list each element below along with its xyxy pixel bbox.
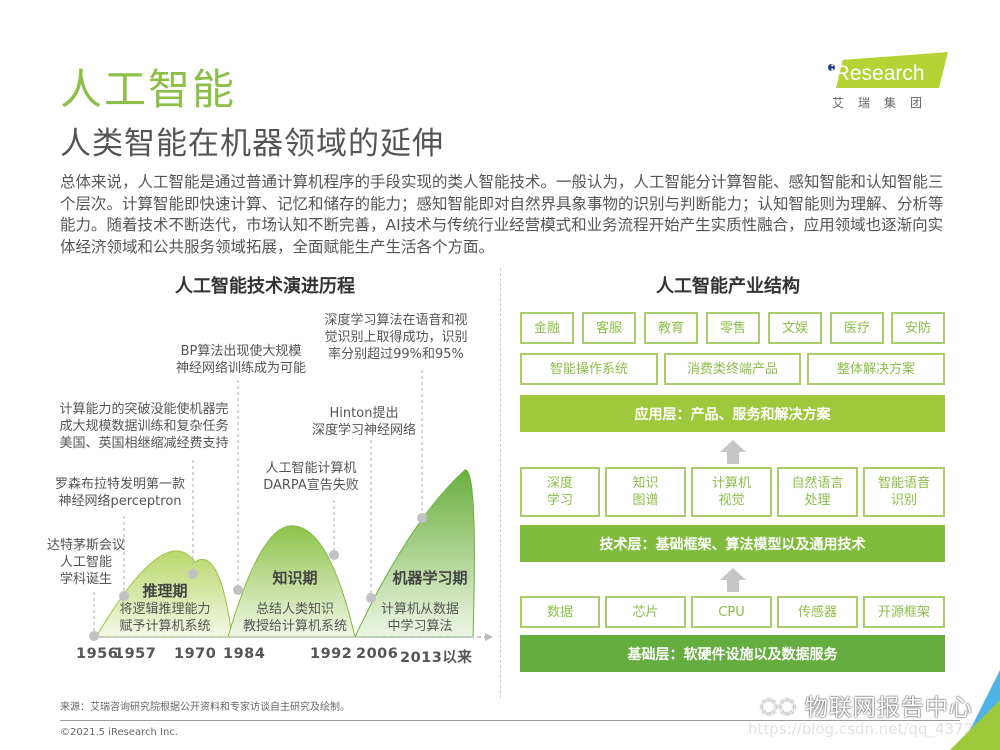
base-data: 数据 (520, 596, 600, 628)
watermark: ◌◌ 物联网报告中心 (760, 688, 973, 722)
event-line: 美国、英国相继缩减经费支持 (59, 436, 229, 451)
watermark-text: 物联网报告中心 (804, 695, 973, 721)
page-subtitle: 人类智能在机器领域的延伸 (60, 126, 444, 162)
logo-dot (828, 64, 835, 71)
event-line: 罗森布拉特发明第一款 (54, 477, 185, 492)
footer-divider (60, 720, 960, 721)
stage-reasoning-desc: 将逻辑推理能力 赋予计算机系统 (100, 601, 230, 635)
stage-desc-line: 将逻辑推理能力 (119, 602, 211, 617)
year-1992: 1992 (310, 646, 353, 662)
event-line: 神经网络perceptron (58, 494, 182, 509)
base-sensor: 传感器 (777, 596, 858, 628)
corner-decoration (950, 670, 1000, 750)
year-1970: 1970 (174, 646, 217, 662)
event-1970: 计算能力的突破没能使机器完 成大规模数据训练和复杂任务 美国、英国相继缩减经费支… (46, 401, 242, 452)
tech-line: 图谱 (632, 493, 659, 508)
source-note: 来源：艾瑞咨询研究院根据公开资料和专家访谈自主研究及绘制。 (60, 702, 350, 713)
stage-knowledge-desc: 总结人类知识 教授给计算机系统 (230, 601, 360, 635)
tech-line: 深度 (546, 476, 573, 491)
page-title: 人工智能 (60, 65, 237, 114)
tech-line: 智能语音 (877, 476, 930, 491)
tech-line: 计算机 (711, 476, 751, 491)
tech-speech-recognition: 智能语音 识别 (863, 467, 945, 517)
event-line: 计算能力的突破没能使机器完 (59, 402, 229, 417)
event-1992: 人工智能计算机 DARPA宣告失败 (256, 460, 366, 494)
wechat-icon: ◌◌ (760, 693, 797, 717)
year-1957: 1957 (114, 646, 157, 662)
tech-layer-bar: 技术层：基础框架、算法模型以及通用技术 (520, 525, 945, 562)
event-line: 神经网络训练成为可能 (175, 361, 306, 376)
tech-nlp: 自然语言 处理 (777, 467, 858, 517)
base-open-source-framework: 开源框架 (863, 596, 945, 628)
up-arrow-icon (720, 440, 746, 464)
tech-line: 处理 (804, 493, 831, 508)
timeline-title: 人工智能技术演进历程 (175, 276, 355, 297)
domain-customer-service: 客服 (582, 312, 636, 344)
logo-brand: iResearch (830, 62, 925, 85)
stage-ml-desc: 计算机从数据 中学习算法 (360, 601, 480, 635)
year-1984: 1984 (223, 646, 266, 662)
tech-line: 视觉 (718, 493, 745, 508)
product-total-solution: 整体解决方案 (807, 353, 945, 385)
timeline-graphic (89, 370, 493, 641)
event-line: 人工智能 (59, 555, 112, 570)
domain-medical: 医疗 (830, 312, 884, 344)
structure-title: 人工智能产业结构 (656, 276, 800, 297)
tech-line: 识别 (890, 493, 917, 508)
stage-reasoning: 推理期 (142, 582, 188, 600)
tech-computer-vision: 计算机 视觉 (691, 467, 772, 517)
domain-education: 教育 (644, 312, 698, 344)
stage-desc-line: 计算机从数据 (380, 602, 459, 617)
product-consumer-terminal: 消费类终端产品 (664, 353, 801, 385)
event-line: 率分别超过99%和95% (328, 347, 464, 362)
application-layer-bar: 应用层：产品、服务和解决方案 (520, 395, 945, 432)
intro-paragraph: 总体来说，人工智能是通过普通计算机程序的手段实现的类人智能技术。一般认为，人工智… (60, 173, 944, 256)
stage-desc-line: 总结人类知识 (255, 602, 334, 617)
copyright: ©2021.5 iResearch Inc. (60, 727, 178, 738)
base-chip: 芯片 (605, 596, 686, 628)
event-line: 深度学习神经网络 (311, 423, 416, 438)
event-1956: 达特茅斯会议 人工智能 学科诞生 (46, 537, 126, 588)
stage-desc-line: 赋予计算机系统 (119, 619, 211, 634)
event-line: 深度学习算法在语音和视 (324, 313, 468, 328)
stage-knowledge: 知识期 (272, 569, 318, 587)
domain-finance: 金融 (520, 312, 574, 344)
event-line: Hinton提出 (329, 406, 399, 421)
tech-line: 知识 (632, 476, 659, 491)
domain-entertainment: 文娱 (768, 312, 822, 344)
event-line: BP算法出现使大规模 (180, 344, 302, 359)
section-divider (500, 268, 501, 698)
product-smart-os: 智能操作系统 (520, 353, 658, 385)
domain-security: 安防 (891, 312, 945, 344)
event-line: 觉识别上取得成功，识别 (324, 330, 468, 345)
tech-knowledge-graph: 知识 图谱 (605, 467, 686, 517)
domain-retail: 零售 (706, 312, 760, 344)
event-line: 达特茅斯会议 (46, 538, 125, 553)
event-2013: 深度学习算法在语音和视 觉识别上取得成功，识别 率分别超过99%和95% (316, 312, 476, 363)
up-arrow-icon (720, 568, 746, 592)
iresearch-logo: iResearch 艾瑞集团 (826, 52, 952, 114)
year-2006: 2006 (356, 646, 399, 662)
base-layer-bar: 基础层：软硬件设施以及数据服务 (520, 635, 945, 672)
event-line: 学科诞生 (59, 572, 112, 587)
event-line: 成大规模数据训练和复杂任务 (59, 419, 229, 434)
year-1956: 1956 (76, 646, 119, 662)
event-2006: Hinton提出 深度学习神经网络 (302, 405, 426, 439)
event-line: DARPA宣告失败 (263, 478, 359, 493)
stage-machine-learning: 机器学习期 (392, 569, 468, 587)
tech-line: 自然语言 (791, 476, 844, 491)
event-1957: 罗森布拉特发明第一款 神经网络perceptron (40, 476, 200, 510)
event-line: 人工智能计算机 (265, 461, 357, 476)
stage-desc-line: 中学习算法 (387, 619, 453, 634)
tech-line: 学习 (546, 493, 573, 508)
stage-desc-line: 教授给计算机系统 (242, 619, 347, 634)
event-1984: BP算法出现使大规模 神经网络训练成为可能 (166, 343, 316, 377)
tech-deep-learning: 深度 学习 (520, 467, 600, 517)
logo-tagline: 艾瑞集团 (832, 96, 937, 110)
year-2013: 2013以来 (400, 650, 473, 666)
watermark-url: https://blog.csdn.net/qq_43728888 (748, 720, 1000, 738)
base-cpu: CPU (691, 596, 772, 628)
